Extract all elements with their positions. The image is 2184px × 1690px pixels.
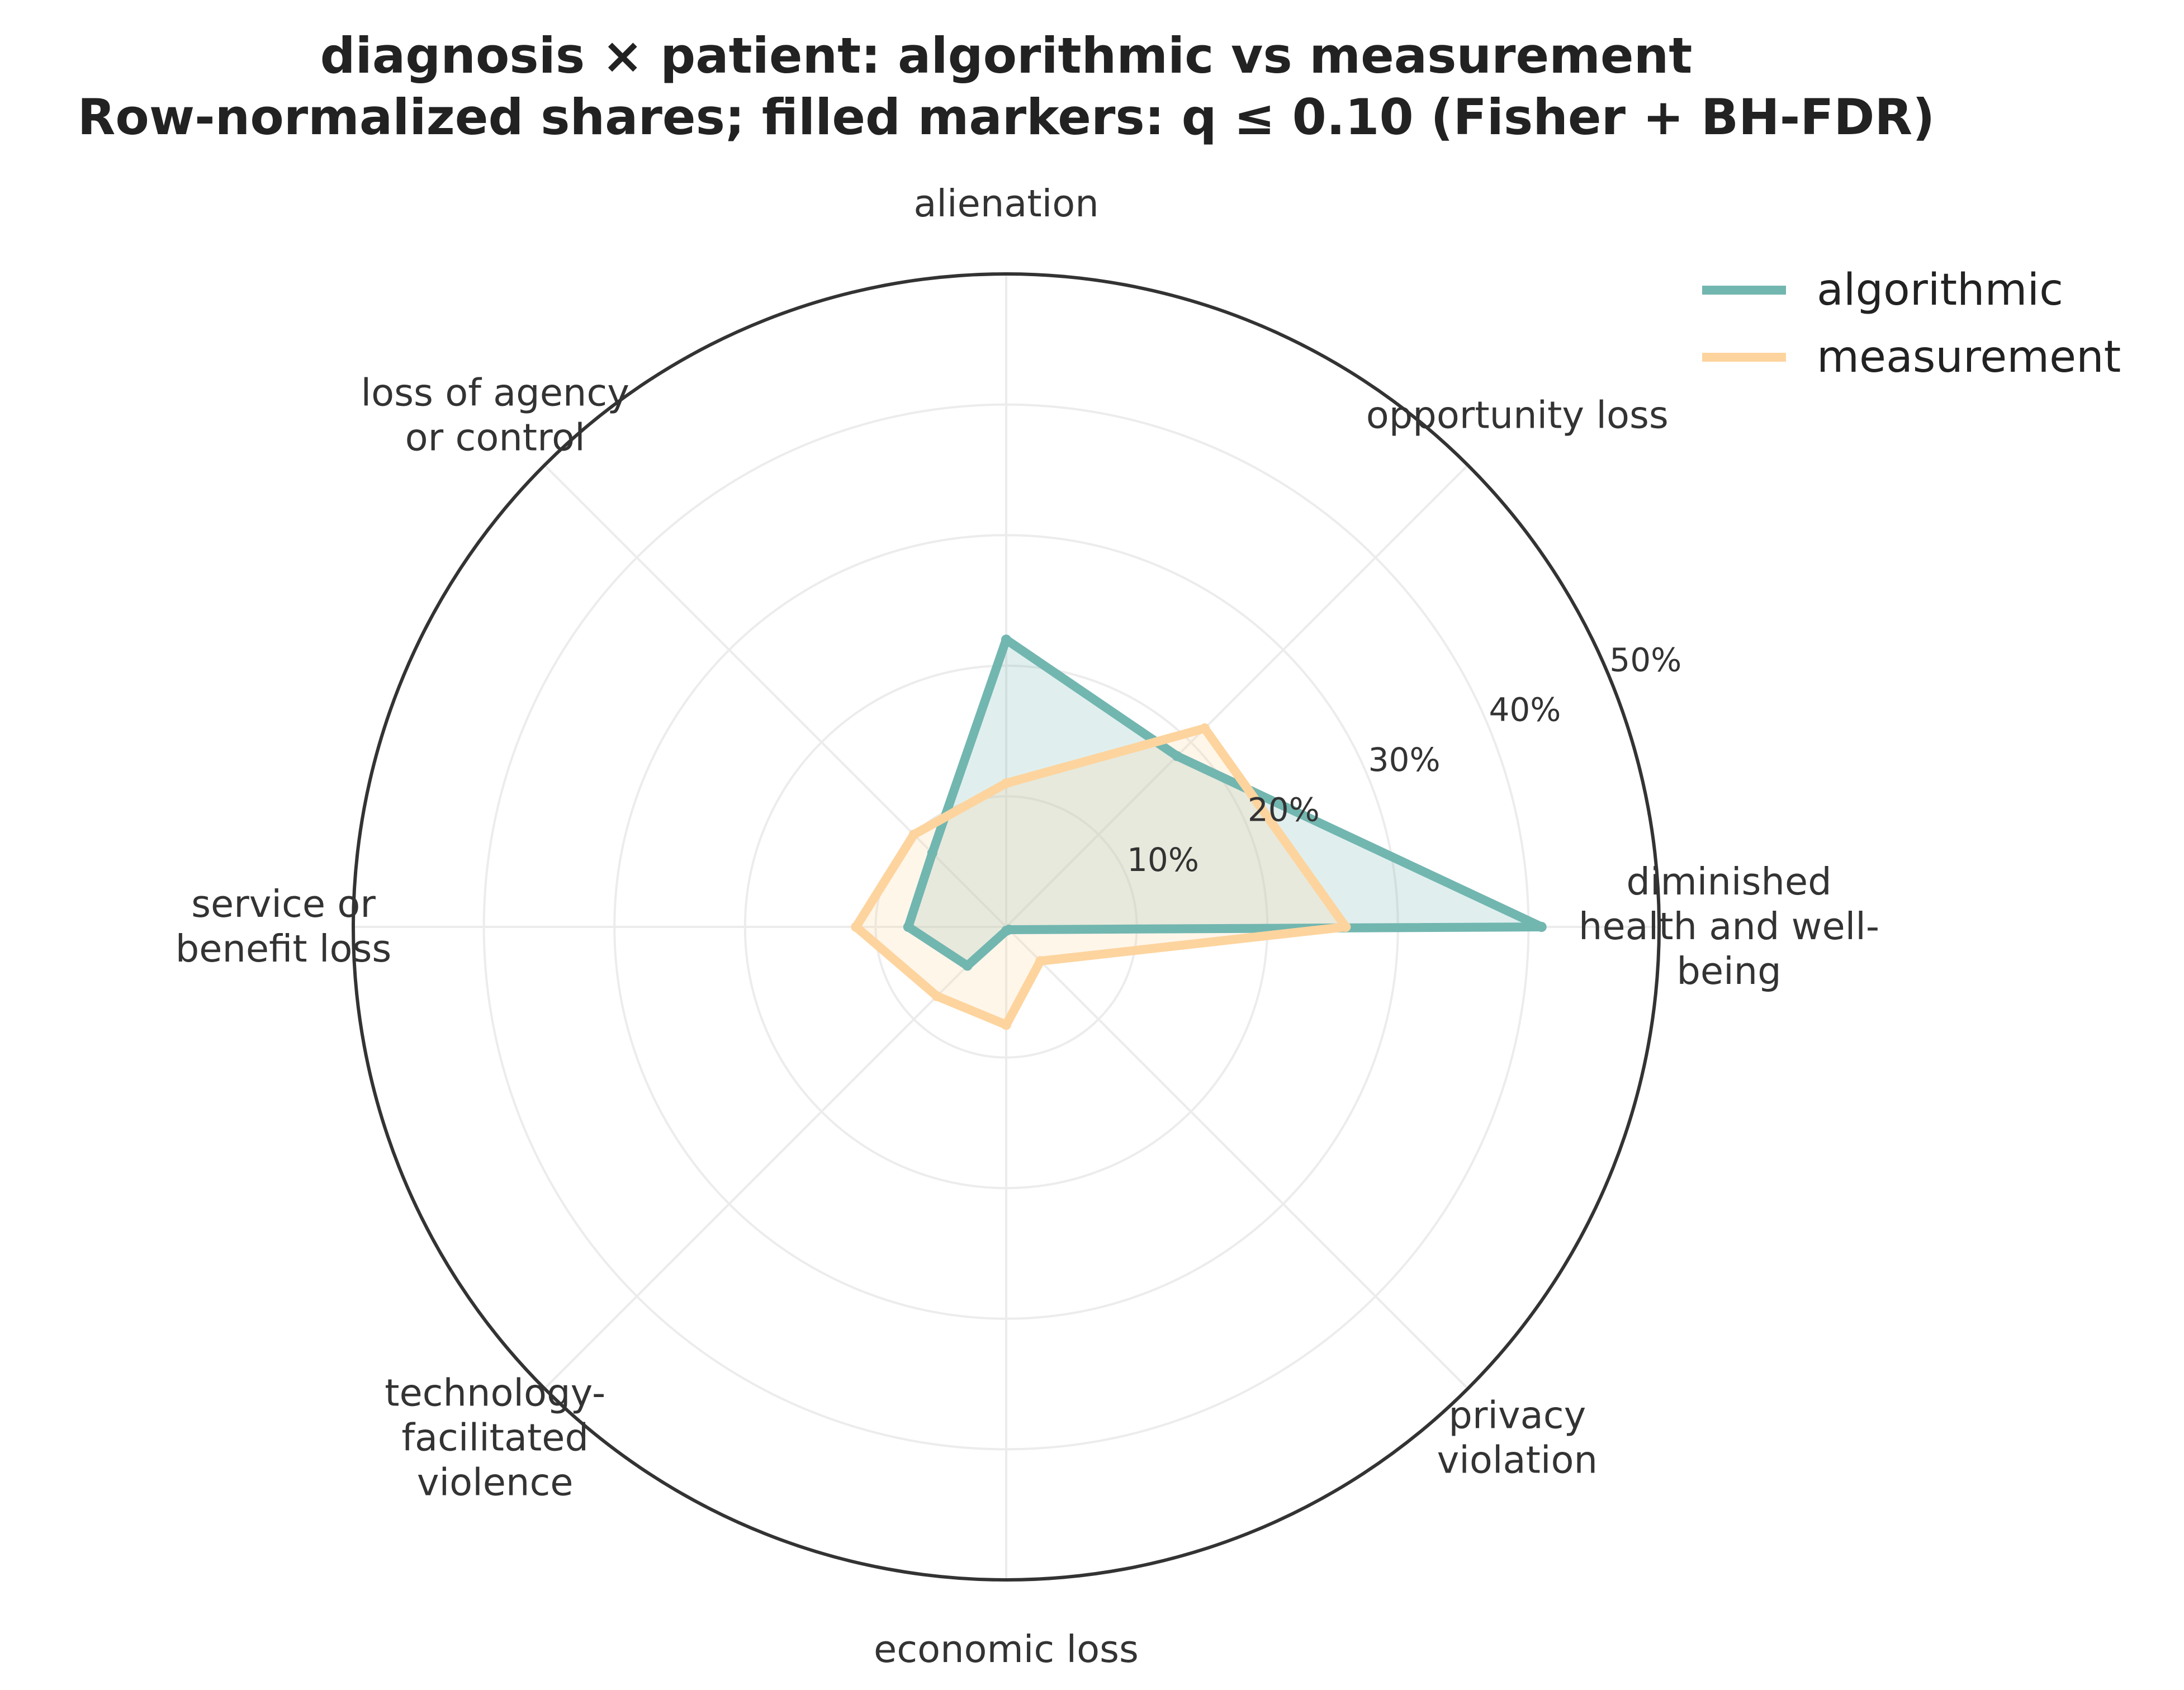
series-point-measurement-7 — [1001, 1020, 1011, 1030]
category-label-3-line-1: alienation — [913, 182, 1098, 225]
category-label-7: economic loss — [874, 1627, 1139, 1671]
category-labels: diminished health and well-being opportuni… — [176, 182, 1879, 1671]
category-label-6: technology-facilitated violence — [385, 1371, 605, 1504]
category-label-8: privacy violation — [1437, 1393, 1598, 1481]
category-label-1-line-1: diminished — [1626, 860, 1831, 903]
grid-spoke-2 — [1005, 464, 1469, 928]
category-label-4: loss of agency or control — [361, 371, 629, 460]
category-label-6-line-2: facilitated — [401, 1416, 589, 1459]
category-label-5-line-1: service or — [191, 882, 376, 926]
category-label-7-line-1: economic loss — [874, 1627, 1139, 1671]
grid-spoke-8 — [1005, 926, 1469, 1390]
series-point-measurement-8 — [1035, 956, 1046, 967]
r-tick-label-4: 40% — [1489, 691, 1561, 729]
category-label-1-line-3: being — [1676, 949, 1781, 993]
category-label-2: opportunity loss — [1366, 394, 1669, 437]
category-label-5-line-2: benefit loss — [176, 927, 392, 971]
series-fill-measurement — [856, 728, 1346, 1025]
chart-title-line-2: Row-normalized shares; filled markers: q… — [78, 88, 1935, 146]
series-point-algorithmic-6 — [962, 960, 973, 971]
category-label-4-line-2: or control — [405, 416, 585, 460]
legend: algorithmic measurement — [1702, 265, 2121, 382]
series-point-measurement-2 — [1200, 723, 1210, 733]
series-point-algorithmic-2 — [1172, 751, 1182, 761]
category-label-6-line-3: violence — [417, 1460, 574, 1504]
series-point-algorithmic-5 — [903, 922, 913, 932]
category-label-6-line-1: technology- — [385, 1371, 605, 1414]
chart-title: diagnosis × patient: algorithmic vs meas… — [78, 27, 1935, 146]
category-label-2-line-1: opportunity loss — [1366, 394, 1669, 437]
r-tick-label-1: 10% — [1127, 841, 1199, 879]
series-fill-algorithmic — [908, 640, 1542, 966]
series-point-measurement-4 — [908, 829, 919, 840]
category-label-1-line-2: health and well- — [1579, 905, 1879, 948]
category-label-4-line-1: loss of agency — [361, 371, 629, 415]
series-point-algorithmic-8 — [1003, 924, 1014, 935]
radial-tick-labels: 10% 20% 30% 40% 50% — [1127, 641, 1681, 879]
legend-label-algorithmic: algorithmic — [1817, 265, 2063, 315]
data-series — [851, 635, 1547, 1030]
r-tick-label-5: 50% — [1609, 641, 1681, 679]
category-label-8-line-1: privacy — [1448, 1393, 1586, 1437]
series-point-measurement-1 — [1340, 922, 1351, 932]
series-point-measurement-6 — [932, 991, 942, 1001]
series-point-measurement-3 — [1001, 778, 1011, 789]
grid-spoke-6 — [543, 926, 1007, 1390]
category-label-8-line-2: violation — [1437, 1438, 1598, 1481]
category-label-3: alienation — [913, 182, 1098, 225]
r-tick-label-2: 20% — [1248, 791, 1320, 829]
legend-label-measurement: measurement — [1817, 332, 2121, 382]
series-point-algorithmic-3 — [1001, 635, 1011, 645]
r-tick-label-3: 30% — [1368, 741, 1441, 779]
series-point-algorithmic-1 — [1536, 922, 1547, 932]
series-point-algorithmic-4 — [927, 848, 937, 858]
series-point-measurement-5 — [851, 922, 861, 932]
category-label-1: diminished health and well-being — [1579, 860, 1879, 993]
category-label-5: service or benefit loss — [176, 882, 392, 971]
chart-title-line-1: diagnosis × patient: algorithmic vs meas… — [320, 27, 1693, 84]
outer-ring — [352, 272, 1661, 1582]
